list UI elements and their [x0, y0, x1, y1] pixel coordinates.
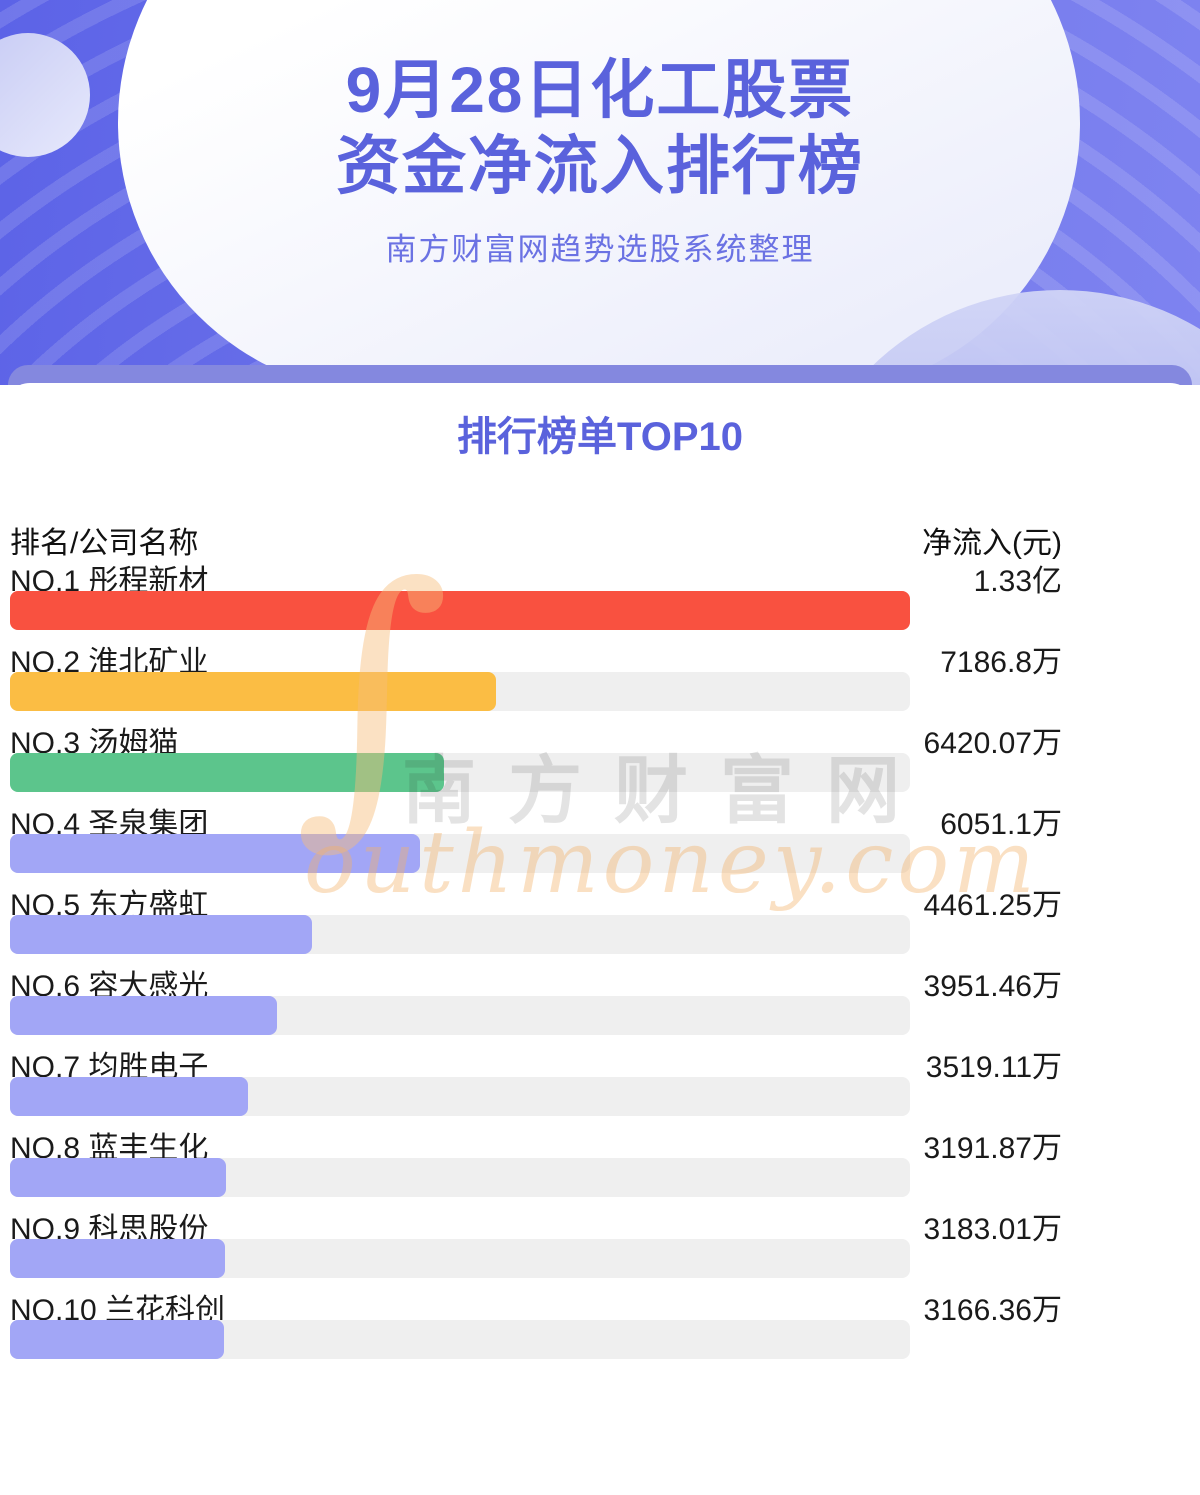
header-banner: 9月28日化工股票 资金净流入排行榜 南方财富网趋势选股系统整理 — [0, 0, 1200, 385]
ranking-row-text-line: NO.5 东方盛虹 4461.25万 — [10, 880, 1062, 922]
ranking-row-text-line: NO.8 蓝丰生化 3191.87万 — [10, 1123, 1062, 1165]
bar-fill — [10, 915, 312, 954]
net-inflow-value: 3183.01万 — [923, 1213, 1062, 1246]
ranking-row-text-line: NO.10 兰花科创 3166.36万 — [10, 1285, 1062, 1327]
net-inflow-value: 6051.1万 — [940, 808, 1062, 841]
header-band-decoration — [8, 365, 1192, 385]
bar-track — [10, 1158, 910, 1197]
net-inflow-value: 3166.36万 — [923, 1294, 1062, 1327]
column-header-net-inflow: 净流入(元) — [922, 527, 1062, 560]
bar-fill — [10, 672, 497, 711]
page-title-line1: 9月28日化工股票 — [345, 54, 855, 126]
column-header-rank-company: 排名/公司名称 — [10, 527, 199, 560]
bar-track — [10, 591, 910, 630]
bar-fill — [10, 1077, 249, 1116]
bar-track — [10, 996, 910, 1035]
bar-track — [10, 834, 910, 873]
section-title-text: 排行榜单 — [457, 415, 617, 459]
ranking-list: NO.1 彤程新材 1.33亿 NO.2 淮北矿业 7186.8万 NO.3 汤… — [4, 556, 1196, 1359]
ranking-row: NO.3 汤姆猫 6420.07万 — [10, 718, 1196, 792]
ranking-row: NO.8 蓝丰生化 3191.87万 — [10, 1123, 1196, 1197]
page-title-line2: 资金净流入排行榜 — [336, 130, 864, 202]
bar-fill — [10, 1320, 225, 1359]
header-text-block: 9月28日化工股票 资金净流入排行榜 南方财富网趋势选股系统整理 — [0, 52, 1200, 269]
net-inflow-value: 3519.11万 — [925, 1051, 1062, 1084]
section-title: 排行榜单TOP10 — [4, 413, 1196, 461]
bar-track — [10, 1320, 910, 1359]
bar-fill — [10, 834, 420, 873]
net-inflow-value: 3191.87万 — [923, 1132, 1062, 1165]
ranking-row: NO.9 科思股份 3183.01万 — [10, 1204, 1196, 1278]
ranking-row-text-line: NO.2 淮北矿业 7186.8万 — [10, 637, 1062, 679]
bar-fill — [10, 996, 278, 1035]
net-inflow-value: 4461.25万 — [923, 889, 1062, 922]
ranking-row-text-line: NO.9 科思股份 3183.01万 — [10, 1204, 1062, 1246]
section-title-highlight: TOP10 — [617, 415, 743, 459]
net-inflow-value: 6420.07万 — [923, 727, 1062, 760]
bar-track — [10, 915, 910, 954]
ranking-row-text-line: NO.7 均胜电子 3519.11万 — [10, 1042, 1062, 1084]
ranking-row: NO.1 彤程新材 1.33亿 — [10, 556, 1196, 630]
ranking-row-text-line: NO.3 汤姆猫 6420.07万 — [10, 718, 1062, 760]
ranking-row: NO.10 兰花科创 3166.36万 — [10, 1285, 1196, 1359]
ranking-row-text-line: NO.4 圣泉集团 6051.1万 — [10, 799, 1062, 841]
net-inflow-value: 3951.46万 — [923, 970, 1062, 1003]
bar-track — [10, 1077, 910, 1116]
bar-fill — [10, 1158, 226, 1197]
bar-track — [10, 753, 910, 792]
net-inflow-value: 7186.8万 — [940, 646, 1062, 679]
net-inflow-value: 1.33亿 — [973, 565, 1062, 598]
bar-fill — [10, 753, 445, 792]
ranking-row: NO.5 东方盛虹 4461.25万 — [10, 880, 1196, 954]
ranking-row-text-line: NO.6 容大感光 3951.46万 — [10, 961, 1062, 1003]
bar-fill — [10, 591, 910, 630]
bar-track — [10, 672, 910, 711]
ranking-row: NO.6 容大感光 3951.46万 — [10, 961, 1196, 1035]
content-panel: 排行榜单TOP10 排名/公司名称 净流入(元) NO.1 彤程新材 1.33亿… — [4, 383, 1196, 1495]
header-card — [118, 0, 1080, 385]
bar-track — [10, 1239, 910, 1278]
ranking-row: NO.7 均胜电子 3519.11万 — [10, 1042, 1196, 1116]
ranking-row-text-line: NO.1 彤程新材 1.33亿 — [10, 556, 1062, 598]
page-subtitle: 南方财富网趋势选股系统整理 — [385, 232, 815, 267]
ranking-row: NO.2 淮北矿业 7186.8万 — [10, 637, 1196, 711]
ranking-row: NO.4 圣泉集团 6051.1万 — [10, 799, 1196, 873]
column-headers: 排名/公司名称 净流入(元) — [10, 518, 1062, 560]
bar-fill — [10, 1239, 226, 1278]
